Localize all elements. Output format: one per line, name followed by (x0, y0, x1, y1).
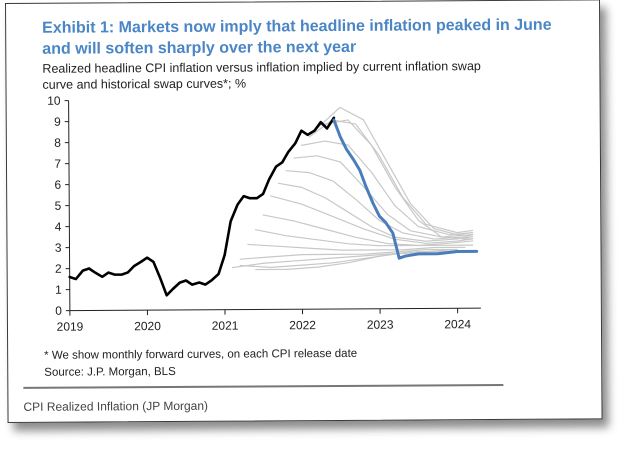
historical-swap-curve-line (293, 155, 474, 238)
y-tick-label: 7 (54, 157, 61, 171)
x-tick-label: 2022 (289, 318, 316, 332)
historical-swap-curve-line (239, 248, 458, 260)
historical-swap-curves (231, 106, 474, 271)
y-tick-label: 2 (55, 262, 62, 276)
historical-swap-curve-line (254, 229, 474, 247)
y-axis-line (68, 100, 71, 311)
historical-swap-curve-line (270, 195, 474, 244)
main-series (68, 116, 479, 297)
y-tick-label: 9 (54, 115, 61, 129)
current-swap-curve-line (332, 118, 479, 260)
y-tick-label: 5 (55, 199, 62, 213)
y-tick-label: 1 (55, 283, 62, 297)
x-tick-label: 2021 (212, 319, 239, 333)
y-axis: 0 1 2 3 4 5 6 7 8 9 10 (47, 94, 71, 318)
y-tick-label: 3 (55, 241, 62, 255)
inflation-line-chart: 0 1 2 3 4 5 6 7 8 9 10 2019 2020 2021 2022 2023 2024 (47, 94, 481, 334)
divider (23, 383, 504, 389)
historical-swap-curve-line (239, 248, 458, 268)
x-tick-label: 2019 (57, 320, 84, 334)
y-tick-label: 10 (47, 94, 61, 108)
x-tick-label: 2020 (134, 319, 161, 333)
historical-swap-curve-line (277, 182, 474, 242)
realized-cpi-line (68, 116, 336, 297)
x-tick-label: 2024 (444, 317, 471, 331)
chart-source: Source: J.P. Morgan, BLS (44, 365, 176, 379)
image-caption: CPI Realized Inflation (JP Morgan) (23, 398, 209, 414)
x-axis: 2019 2020 2021 2022 2023 2024 (57, 307, 481, 334)
historical-swap-curve-line (308, 119, 474, 234)
historical-swap-curve-line (316, 106, 474, 236)
x-axis-line (69, 307, 481, 312)
y-tick-label: 4 (55, 220, 62, 234)
historical-swap-curve-line (324, 119, 474, 240)
historical-swap-curve-line (300, 140, 474, 236)
y-tick-label: 6 (54, 178, 61, 192)
y-tick-label: 8 (54, 136, 61, 150)
historical-swap-curve-line (262, 214, 474, 247)
y-tick-label: 0 (55, 304, 62, 318)
x-tick-label: 2023 (367, 318, 394, 332)
historical-swap-curve-line (247, 243, 466, 251)
chart-footnote: * We show monthly forward curves, on eac… (44, 347, 358, 362)
chart-card: Exhibit 1: Markets now imply that headli… (5, 0, 603, 423)
historical-swap-curve-line (255, 251, 412, 271)
